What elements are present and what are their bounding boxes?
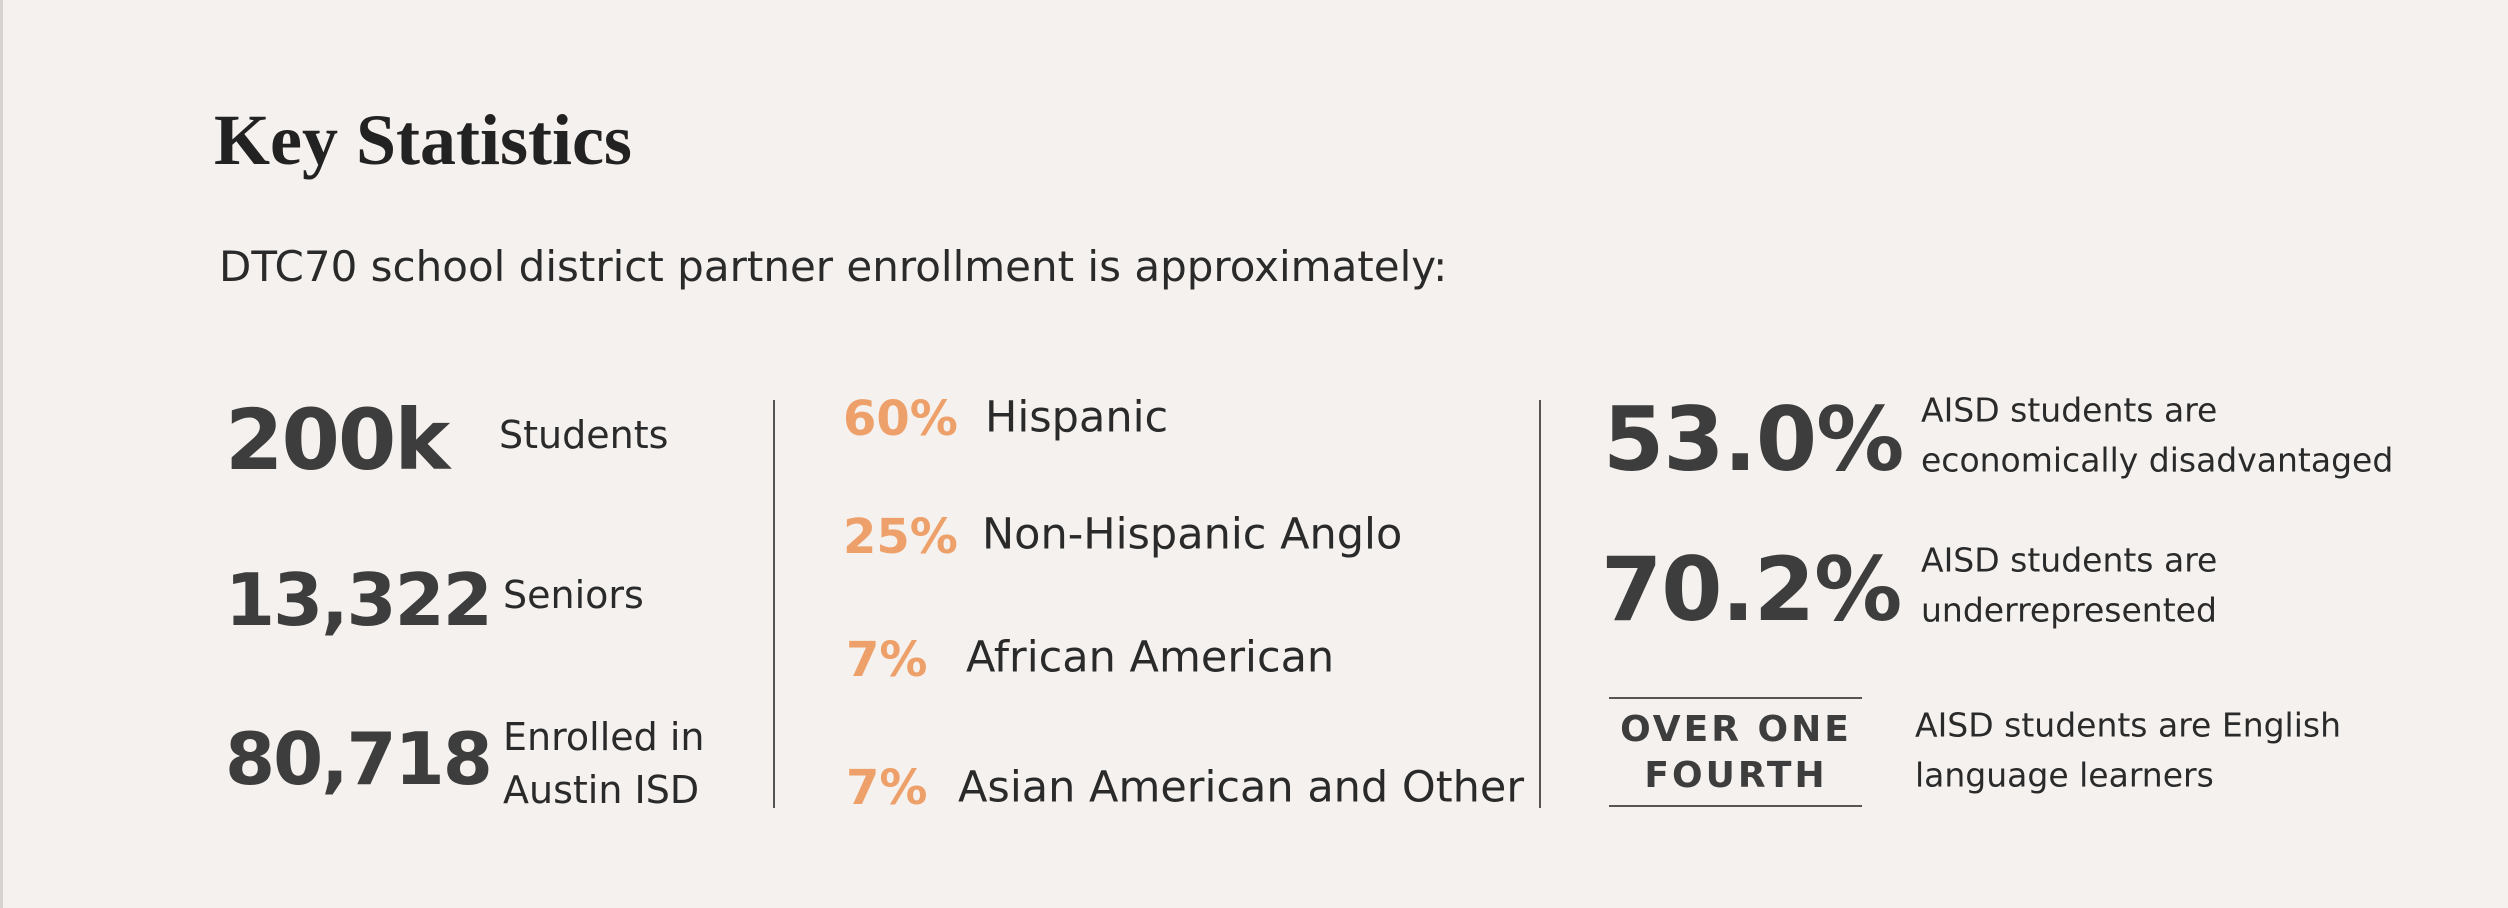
stat-label: Enrolled in xyxy=(503,715,705,759)
stat-label: underrepresented xyxy=(1921,590,2217,630)
divider xyxy=(1539,400,1541,808)
percent-label: Hispanic xyxy=(985,392,1169,443)
percent-label: Non-Hispanic Anglo xyxy=(982,509,1403,560)
stat-label: AISD students are xyxy=(1921,540,2218,580)
stat-label: Seniors xyxy=(503,573,644,617)
box-text: FOURTH xyxy=(1644,755,1828,796)
percent-label: African American xyxy=(966,632,1335,683)
stat-label: AISD students are English xyxy=(1915,705,2342,745)
stat-value: 13,322 xyxy=(225,558,493,642)
title: Key Statistics xyxy=(214,100,632,180)
box-text: OVER ONE xyxy=(1620,709,1852,750)
stat-label: Austin ISD xyxy=(503,768,700,812)
percent: 7% xyxy=(846,632,928,688)
stat-value: 80,718 xyxy=(225,717,493,801)
divider xyxy=(773,400,775,808)
stat-label: Students xyxy=(499,413,669,457)
box-rule xyxy=(1609,805,1862,807)
stat-label: AISD students are xyxy=(1921,390,2218,430)
percent: 60% xyxy=(843,391,958,447)
stat-label: economically disadvantaged xyxy=(1921,440,2394,480)
box-rule xyxy=(1609,697,1862,699)
percent-label: Asian American and Other xyxy=(958,762,1524,813)
percent: 25% xyxy=(843,509,958,565)
stat-value: 200k xyxy=(225,391,450,489)
stat-label: language learners xyxy=(1915,755,2214,795)
stat-value: 53.0% xyxy=(1603,388,1904,491)
percent: 7% xyxy=(846,760,928,816)
intro: DTC70 school district partner enrollment… xyxy=(219,242,1448,291)
stat-value: 70.2% xyxy=(1601,538,1902,641)
